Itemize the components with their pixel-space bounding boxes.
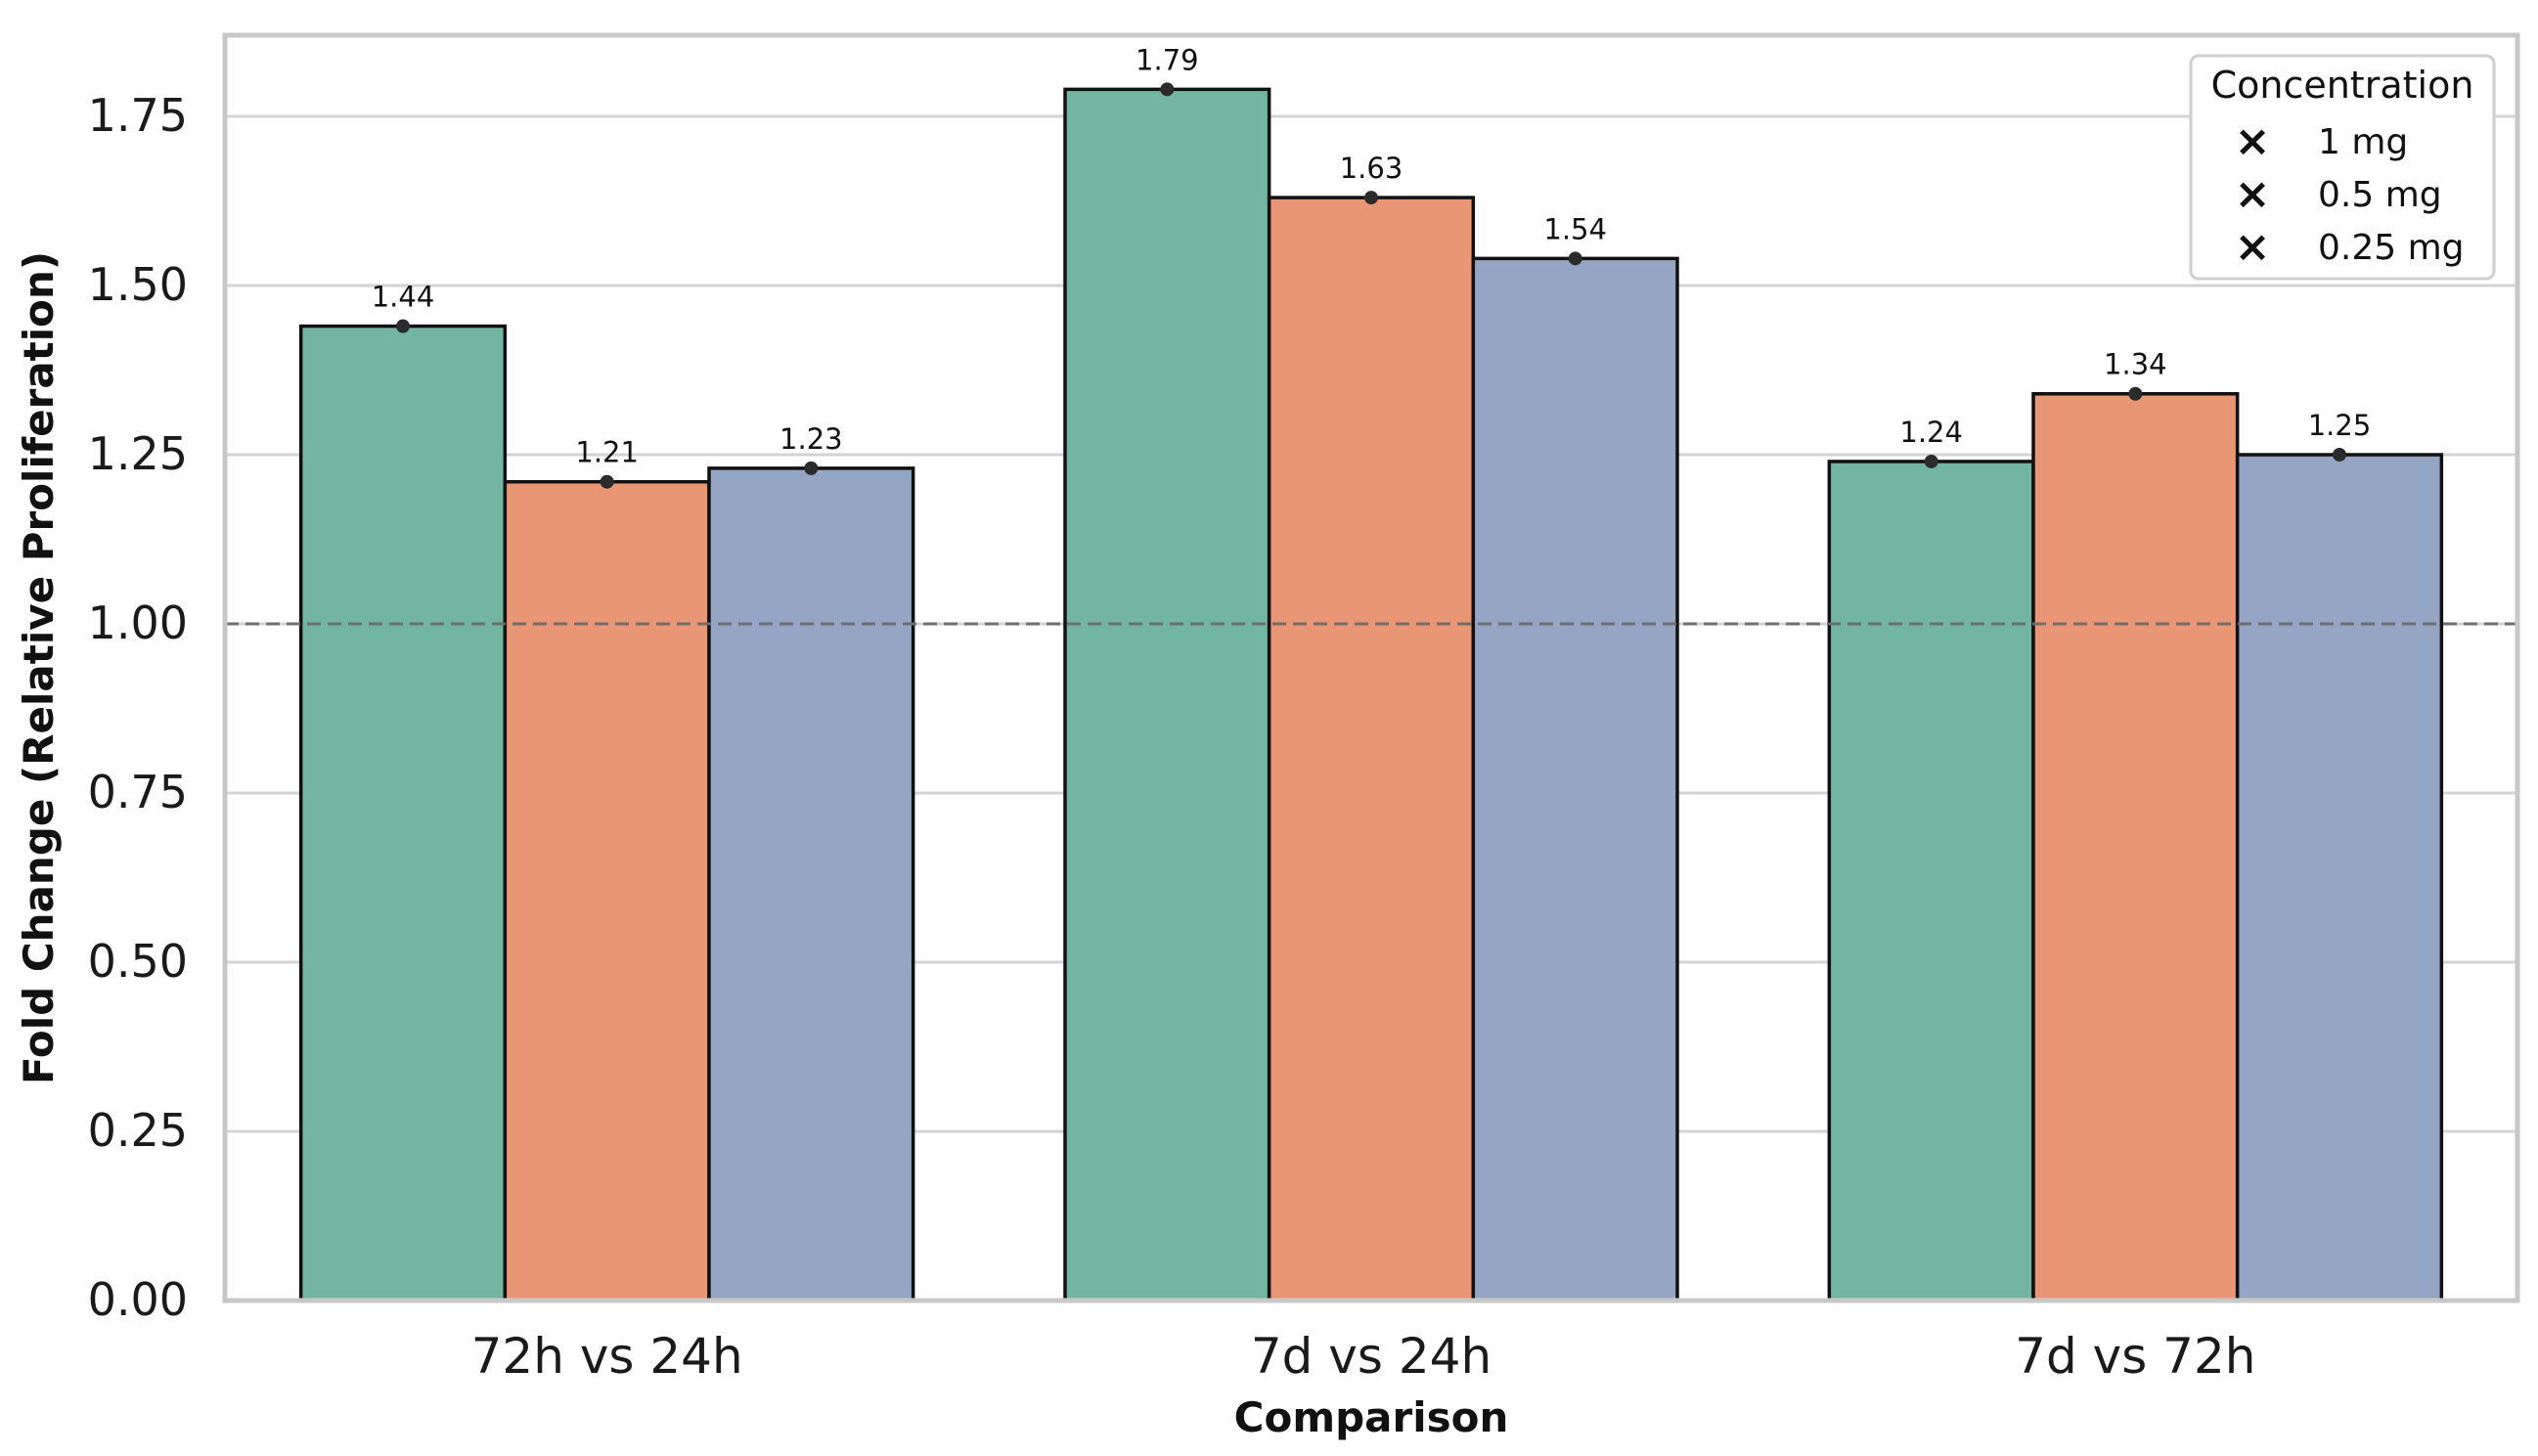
bar [707,466,915,1302]
value-label: 1.24 [1899,416,1963,449]
y-tick-label: 0.50 [88,935,188,988]
bar [1267,196,1476,1302]
y-tick-label: 0.75 [88,766,188,818]
value-labels: 1.44 1.21 1.23 1.79 1.63 1.54 1.24 1.34 1.25 [372,43,2372,468]
y-tick-label: 1.25 [88,427,188,480]
bars [298,87,2444,1302]
point-marker [2128,386,2143,401]
bar [298,324,508,1302]
plot-frame [222,32,2520,1303]
value-label: 1.21 [575,436,639,469]
x-tick-label: 7d vs 72h [2015,1328,2255,1385]
y-axis-ticks: 0.00 0.25 0.50 0.75 1.00 1.25 1.50 1.75 [88,89,188,1326]
y-tick-label: 1.50 [88,258,188,311]
point-marker [1160,82,1175,97]
legend-marker-icon: × [2235,169,2271,219]
legend-marker-icon: × [2235,222,2271,272]
x-axis-label: Comparison [1234,1393,1509,1441]
point-marker [1568,251,1582,266]
value-label: 1.44 [372,281,435,314]
value-label: 1.23 [779,422,843,456]
point-marker [1364,191,1378,205]
value-label: 1.54 [1543,212,1607,245]
value-label: 1.25 [2308,409,2372,442]
value-label: 1.79 [1135,43,1199,76]
point-marker [804,461,819,475]
point-marker [396,319,410,333]
x-tick-label: 72h vs 24h [471,1328,743,1385]
bar [1063,87,1271,1302]
legend-item-label: 0.5 mg [2318,175,2442,215]
y-tick-label: 0.00 [88,1273,188,1326]
x-axis-ticks: 72h vs 24h 7d vs 24h 7d vs 72h [471,1328,2256,1385]
x-tick-label: 7d vs 24h [1251,1328,1492,1385]
value-label: 1.63 [1340,152,1403,185]
bar [2031,391,2240,1302]
legend-marker-icon: × [2235,116,2271,166]
legend-title: Concentration [2211,64,2474,107]
point-marker [1924,454,1938,468]
bar [2235,453,2444,1302]
value-label: 1.34 [2104,348,2167,381]
y-tick-label: 0.25 [88,1104,188,1157]
legend-item-label: 0.25 mg [2318,228,2465,268]
legend: Concentration × 1 mg × 0.5 mg × 0.25 mg [2189,54,2496,281]
point-marker [2333,448,2346,463]
y-tick-label: 1.75 [88,89,188,142]
y-axis-label: Fold Change (Relative Proliferation) [15,251,63,1084]
legend-item-label: 1 mg [2318,122,2408,162]
bar [1827,460,2035,1302]
bar [1471,256,1679,1302]
point-marker [600,474,614,489]
y-tick-label: 1.00 [88,596,188,649]
point-markers [396,82,2346,489]
legend-box [2189,54,2496,281]
legend-items: × 1 mg × 0.5 mg × 0.25 mg [2235,116,2465,272]
bar [503,479,711,1302]
